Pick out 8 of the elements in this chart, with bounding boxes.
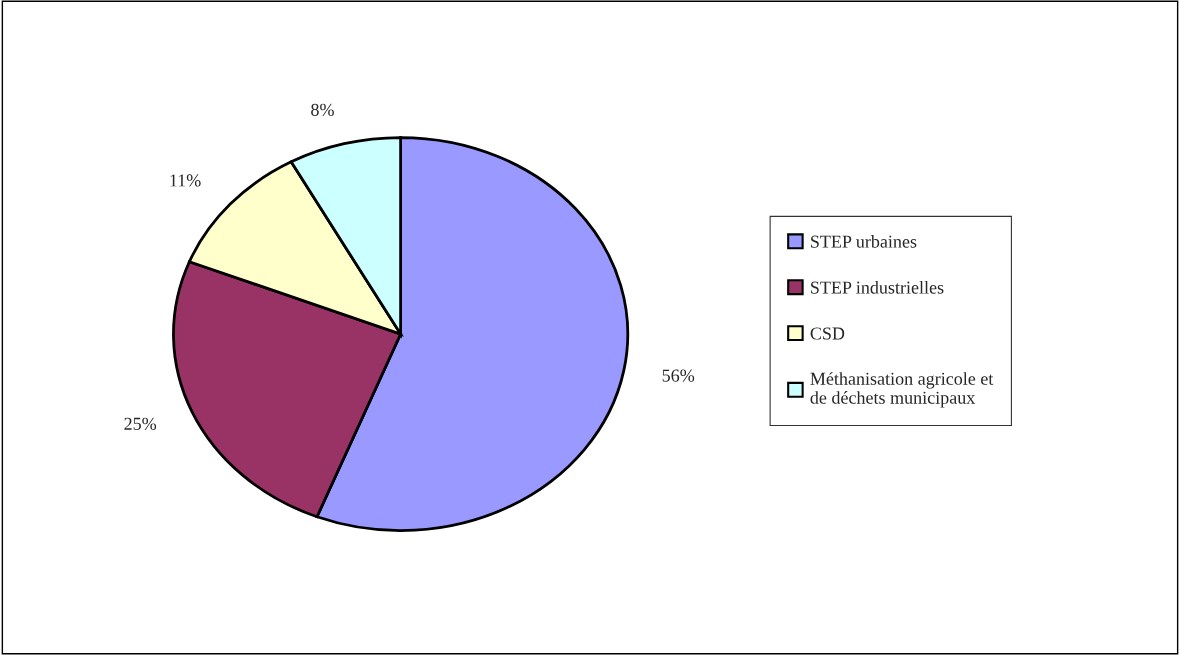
legend-label: STEP industrielles bbox=[811, 280, 944, 294]
data-label: 11% bbox=[170, 174, 201, 187]
legend-label: STEP urbaines bbox=[811, 235, 917, 248]
data-label: 56% bbox=[662, 369, 695, 382]
legend-label: CSD bbox=[810, 327, 845, 340]
data-label: 25% bbox=[124, 417, 157, 430]
legend-label: Méthanisation agricole et de déchets municipaux bbox=[810, 372, 994, 408]
data-label: 8% bbox=[311, 103, 334, 116]
